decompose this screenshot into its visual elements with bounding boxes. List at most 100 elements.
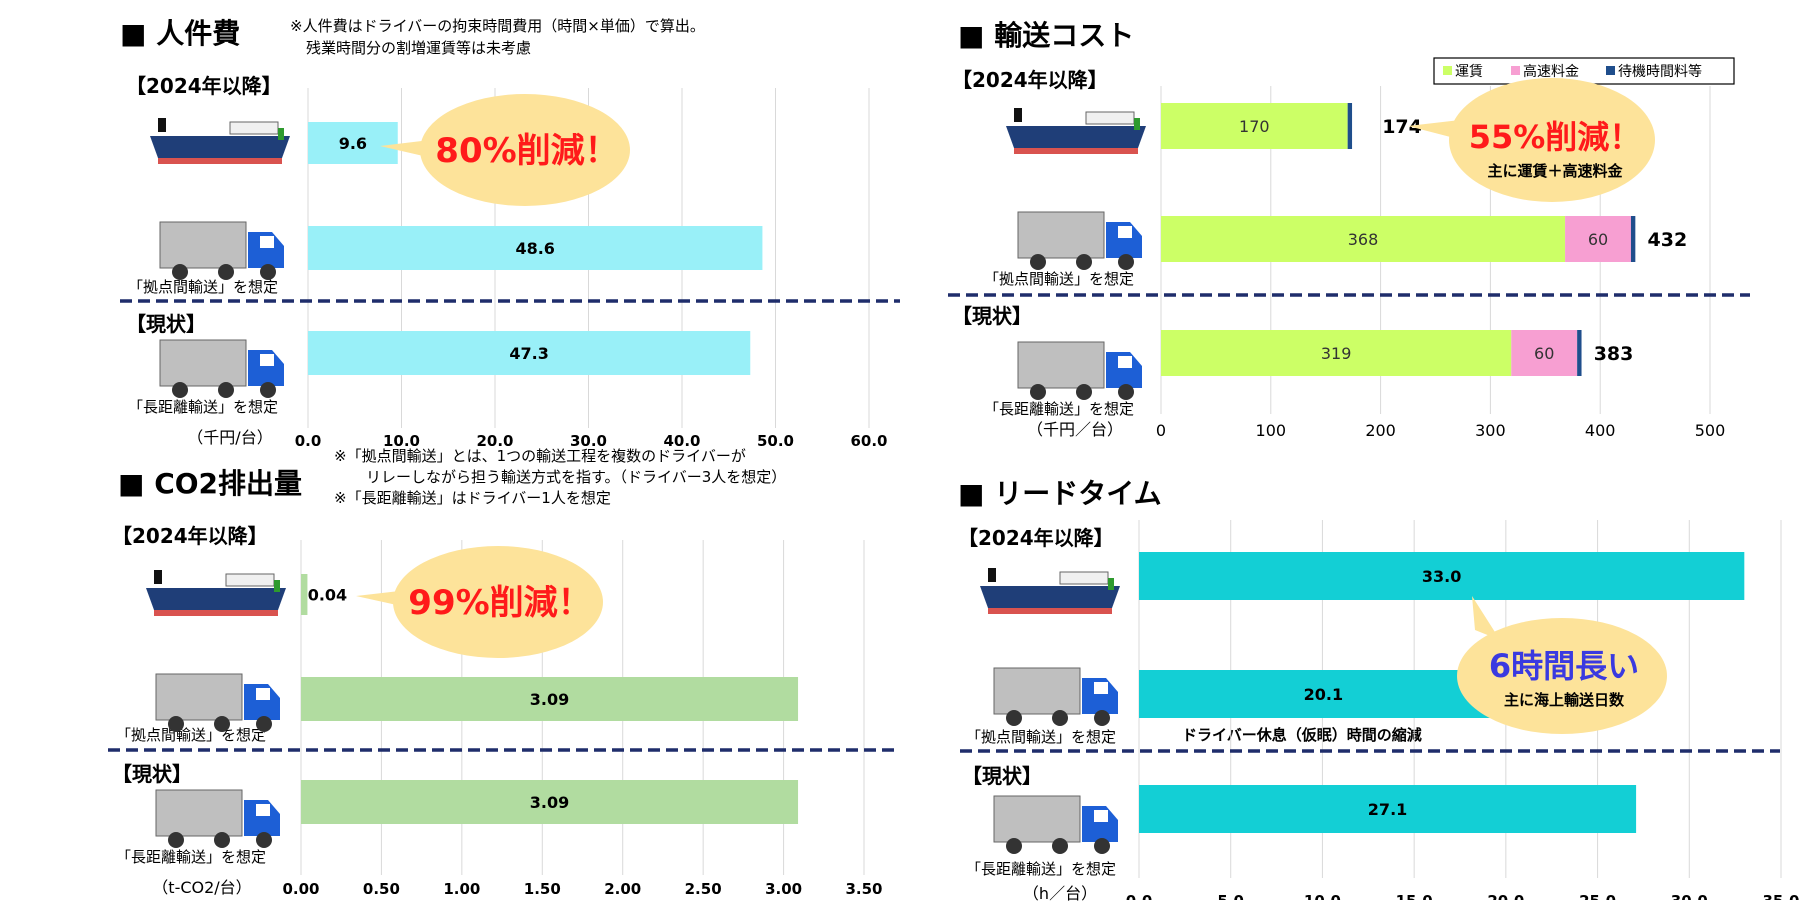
co2-tick-label: 2.00	[604, 880, 641, 898]
leadtime-ticks: 0.0 5.0 10.0 15.0 20.0 25.0 30.0 35.0	[1126, 892, 1800, 900]
co2-bar	[301, 574, 308, 615]
transport-segment-label: 60	[1534, 344, 1554, 363]
transport-bar-segment	[1347, 103, 1353, 149]
leadtime-tick-label: 25.0	[1579, 892, 1616, 900]
labor-bar-value: 47.3	[509, 344, 548, 363]
leadtime-bubble-main: 6時間長い	[1489, 647, 1639, 685]
transport-section-after: 【2024年以降】	[952, 68, 1108, 92]
leadtime-bar	[1139, 552, 1745, 600]
transport-bar-segment	[1161, 103, 1348, 149]
labor-bars: 9.6 48.6 47.3	[308, 122, 763, 375]
legend-swatch-waiting	[1606, 66, 1615, 75]
co2-tick-label: 1.00	[443, 880, 480, 898]
leadtime-tick-label: 10.0	[1304, 892, 1341, 900]
leadtime-bubble-tail	[1472, 596, 1500, 640]
co2-bar-value: 3.09	[530, 793, 569, 812]
leadtime-unit: （h／台）	[1022, 884, 1098, 903]
transport-segment-label: 319	[1321, 344, 1352, 363]
co2-tick-label: 3.50	[845, 880, 882, 898]
co2-note-line2: リレーしながら担う輸送方式を指す。（ドライバー3人を想定）	[366, 468, 787, 486]
leadtime-chart: 33.0 20.1 27.1 0.0 5.0 10.0 15.0 20.0 25.0 30.0 3…	[960, 520, 1800, 900]
transport-tick-label: 500	[1695, 421, 1726, 440]
co2-relay-label: 「拠点間輸送」を想定	[116, 726, 267, 744]
leadtime-tick-label: 20.0	[1487, 892, 1524, 900]
labor-bubble-text: 80%削減！	[435, 131, 618, 171]
legend-swatch-freight	[1443, 66, 1452, 75]
labor-tick-label: 40.0	[663, 432, 700, 450]
co2-section-current: 【現状】	[112, 762, 192, 786]
labor-bubble-shape	[420, 94, 630, 206]
labor-tick-label: 0.0	[295, 432, 322, 450]
transport-segment-label: 368	[1348, 230, 1379, 249]
transport-segment-label: 170	[1239, 117, 1270, 136]
transport-bars: 170 174 368 60 432 319 60 383	[1161, 103, 1687, 376]
labor-tick-label: 20.0	[476, 432, 513, 450]
transport-section-current: 【現状】	[952, 304, 1032, 328]
transport-tick-label: 400	[1585, 421, 1616, 440]
co2-bar	[301, 677, 799, 721]
labor-bar-value: 9.6	[339, 134, 367, 153]
ship-icon	[146, 570, 286, 616]
legend-toll: 高速料金	[1523, 63, 1579, 80]
transport-bar-segment	[1565, 216, 1631, 262]
leadtime-relay-label: 「拠点間輸送」を想定	[966, 728, 1117, 746]
labor-bubble-tail	[380, 140, 432, 158]
ship-icon	[980, 568, 1120, 614]
transport-bubble-tail	[1408, 120, 1462, 140]
co2-bars: 0.04 3.09 3.09	[301, 574, 799, 824]
co2-bar	[301, 780, 799, 824]
co2-section-after: 【2024年以降】	[112, 524, 268, 548]
ship-icon	[1006, 108, 1146, 154]
labor-relay-label: 「拠点間輸送」を想定	[128, 278, 279, 296]
transport-long-label: 「長距離輸送」を想定	[984, 400, 1135, 418]
co2-bar-value: 3.09	[530, 690, 569, 709]
labor-tick-label: 10.0	[383, 432, 420, 450]
leadtime-tick-label: 30.0	[1671, 892, 1708, 900]
co2-tick-label: 0.00	[282, 880, 319, 898]
labor-section-after: 【2024年以降】	[126, 74, 282, 98]
co2-unit: （t-CO2/台）	[152, 878, 252, 897]
legend-waiting: 待機時間料等	[1618, 63, 1702, 80]
truck-icon	[159, 339, 284, 398]
leadtime-tick-label: 15.0	[1396, 892, 1433, 900]
transport-total-label: 432	[1648, 229, 1688, 251]
transport-icons	[1006, 108, 1146, 400]
labor-long-label: 「長距離輸送」を想定	[128, 398, 279, 416]
legend-box	[1433, 57, 1735, 85]
leadtime-bar-value: 27.1	[1368, 800, 1407, 819]
co2-bubble-shape	[393, 546, 603, 658]
labor-chart: 9.648.647.3 0.0 10.0 20.0 30.0 40.0 50.0 60.0 …	[120, 88, 900, 450]
co2-icons	[146, 570, 286, 848]
transport-bar-segment	[1161, 216, 1566, 262]
transport-bar-segment	[1630, 216, 1636, 262]
co2-ticks: 0.00 0.50 1.00 1.50 2.00 2.50 3.00 3.50	[282, 880, 882, 898]
co2-tick-label: 3.00	[765, 880, 802, 898]
transport-bubble: 55%削減！ 主に運賃＋高速料金	[1408, 78, 1655, 202]
transport-unit: （千円／台）	[1026, 420, 1123, 439]
labor-ticks: 0.0 10.0 20.0 30.0 40.0 50.0 60.0	[295, 432, 888, 450]
transport-bar-segment	[1577, 330, 1582, 376]
transport-bubble-main: 55%削減！	[1469, 118, 1642, 156]
transport-bar-segment	[1161, 330, 1512, 376]
labor-bar	[308, 331, 751, 375]
leadtime-annotation: ドライバー休息（仮眠）時間の縮減	[1182, 726, 1422, 744]
co2-note-line3: ※「長距離輸送」はドライバー1人を想定	[334, 489, 611, 507]
legend-freight: 運賃	[1455, 64, 1483, 80]
transport-segment-label: 60	[1588, 230, 1608, 249]
truck-icon	[993, 795, 1118, 854]
transport-legend: 運賃 高速料金 待機時間料等	[1433, 57, 1735, 85]
transport-bar-segment	[1511, 330, 1578, 376]
leadtime-bubble-sub: 主に海上輸送日数	[1504, 691, 1625, 709]
leadtime-tick-label: 0.0	[1126, 892, 1153, 900]
labor-bubble: 80%削減！	[380, 94, 630, 206]
transport-tick-label: 0	[1156, 421, 1166, 440]
co2-tick-label: 2.50	[685, 880, 722, 898]
labor-unit: （千円/台）	[187, 428, 273, 447]
leadtime-title: ■ リードタイム	[958, 477, 1162, 510]
legend-swatch-toll	[1511, 66, 1520, 75]
leadtime-bubble: 6時間長い 主に海上輸送日数	[1457, 596, 1667, 734]
transport-tick-label: 100	[1256, 421, 1287, 440]
transport-tick-label: 200	[1365, 421, 1396, 440]
transport-total-label: 174	[1382, 116, 1422, 138]
